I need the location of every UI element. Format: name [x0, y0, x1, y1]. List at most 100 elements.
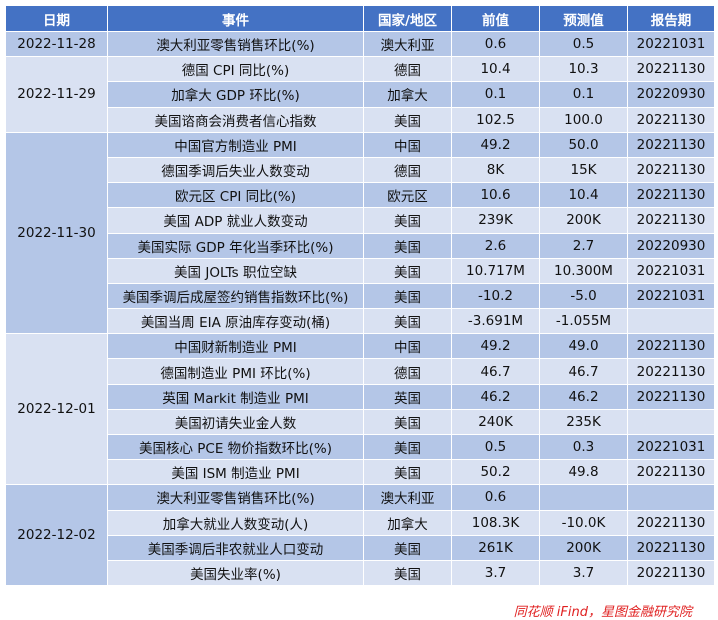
- event-cell: 德国 CPI 同比(%): [107, 56, 364, 83]
- table-row: 美国失业率(%) 美国 3.7 3.7 20221130: [6, 559, 715, 587]
- country-cell: 美国: [363, 257, 452, 284]
- header-period: 报告期: [627, 5, 715, 32]
- date-cell: 2022-12-02: [5, 484, 108, 587]
- country-cell: 中国: [363, 333, 452, 360]
- country-cell: 加拿大: [363, 509, 452, 536]
- country-cell: 加拿大: [363, 81, 452, 108]
- previous-cell: 10.717M: [451, 257, 540, 284]
- event-cell: 美国 JOLTs 职位空缺: [107, 257, 364, 284]
- period-cell: 20221130: [627, 106, 715, 133]
- table-row: 美国 JOLTs 职位空缺 美国 10.717M 10.300M 20221031: [6, 257, 715, 284]
- previous-cell: 50.2: [451, 459, 540, 486]
- previous-cell: 2.6: [451, 232, 540, 259]
- date-cell: 2022-11-28: [5, 30, 108, 58]
- period-cell: [627, 308, 715, 335]
- period-cell: [627, 408, 715, 436]
- forecast-cell: 15K: [539, 156, 628, 184]
- period-cell: 20221130: [627, 509, 715, 536]
- forecast-cell: 49.0: [539, 333, 628, 360]
- event-cell: 中国官方制造业 PMI: [107, 131, 364, 158]
- event-cell: 美国失业率(%): [107, 559, 364, 587]
- table-row: 2022-12-02 澳大利亚零售销售环比(%) 澳大利亚 0.6: [5, 484, 715, 587]
- country-cell: 澳大利亚: [363, 484, 452, 511]
- table-row: 德国制造业 PMI 环比(%) 德国 46.7 46.7 20221130: [6, 358, 715, 385]
- event-cell: 美国核心 PCE 物价指数环比(%): [107, 433, 364, 461]
- date-cell: 2022-12-01: [5, 333, 108, 486]
- previous-cell: 10.4: [451, 56, 540, 83]
- forecast-cell: 10.4: [539, 182, 628, 209]
- period-cell: 20220930: [627, 232, 715, 259]
- country-cell: 美国: [363, 207, 452, 234]
- period-cell: [627, 484, 715, 511]
- previous-cell: 0.6: [451, 484, 540, 511]
- event-cell: 美国初请失业金人数: [107, 408, 364, 436]
- country-cell: 德国: [363, 156, 452, 184]
- period-cell: 20221130: [627, 333, 715, 360]
- table-row: 美国实际 GDP 年化当季环比(%) 美国 2.6 2.7 20220930: [6, 232, 715, 259]
- table-row: 美国当周 EIA 原油库存变动(桶) 美国 -3.691M -1.055M: [6, 308, 715, 335]
- table-row: 美国谘商会消费者信心指数 美国 102.5 100.0 20221130: [6, 106, 715, 133]
- previous-cell: -3.691M: [451, 308, 540, 335]
- table-row: 2022-11-28 澳大利亚零售销售环比(%) 澳大利亚 0.6 0.5 2022103…: [5, 30, 715, 58]
- forecast-cell: 0.5: [539, 30, 628, 58]
- table-row: 美国季调后成屋签约销售指数环比(%) 美国 -10.2 -5.0 20221031: [6, 282, 715, 310]
- event-cell: 加拿大就业人数变动(人): [107, 509, 364, 536]
- period-cell: 20220930: [627, 81, 715, 108]
- forecast-cell: 0.3: [539, 433, 628, 461]
- previous-cell: 10.6: [451, 182, 540, 209]
- event-cell: 澳大利亚零售销售环比(%): [107, 484, 364, 511]
- period-cell: 20221130: [627, 358, 715, 385]
- country-cell: 英国: [363, 383, 452, 410]
- table-row: 美国初请失业金人数 美国 240K 235K: [6, 408, 715, 436]
- event-cell: 中国财新制造业 PMI: [107, 333, 364, 360]
- header-forecast: 预测值: [539, 5, 628, 32]
- period-cell: 20221031: [627, 30, 715, 58]
- country-cell: 美国: [363, 559, 452, 587]
- period-cell: 20221130: [627, 534, 715, 561]
- previous-cell: 239K: [451, 207, 540, 234]
- source-note: 同花顺 iFind，星图金融研究院: [513, 605, 692, 620]
- previous-cell: 8K: [451, 156, 540, 184]
- period-cell: 20221031: [627, 282, 715, 310]
- forecast-cell: 49.8: [539, 459, 628, 486]
- header-row: 日期 事件 国家/地区 前值 预测值 报告期: [5, 5, 715, 32]
- period-cell: 20221130: [627, 156, 715, 184]
- country-cell: 美国: [363, 232, 452, 259]
- forecast-cell: -5.0: [539, 282, 628, 310]
- country-cell: 美国: [363, 534, 452, 561]
- event-cell: 澳大利亚零售销售环比(%): [107, 30, 364, 58]
- previous-cell: 261K: [451, 534, 540, 561]
- country-cell: 澳大利亚: [363, 30, 452, 58]
- event-cell: 美国 ADP 就业人数变动: [107, 207, 364, 234]
- previous-cell: 0.6: [451, 30, 540, 58]
- forecast-cell: 3.7: [539, 559, 628, 587]
- country-cell: 美国: [363, 408, 452, 436]
- table-row: 加拿大就业人数变动(人) 加拿大 108.3K -10.0K 20221130: [6, 509, 715, 536]
- date-cell: 2022-11-29: [5, 56, 108, 133]
- previous-cell: 49.2: [451, 131, 540, 158]
- event-cell: 德国季调后失业人数变动: [107, 156, 364, 184]
- forecast-cell: [539, 484, 628, 511]
- event-cell: 美国季调后非农就业人口变动: [107, 534, 364, 561]
- table-row: 德国季调后失业人数变动 德国 8K 15K 20221130: [6, 156, 715, 184]
- period-cell: 20221130: [627, 131, 715, 158]
- forecast-cell: 50.0: [539, 131, 628, 158]
- event-cell: 美国谘商会消费者信心指数: [107, 106, 364, 133]
- period-cell: 20221130: [627, 56, 715, 83]
- previous-cell: 3.7: [451, 559, 540, 587]
- country-cell: 美国: [363, 433, 452, 461]
- previous-cell: 46.2: [451, 383, 540, 410]
- forecast-cell: 10.3: [539, 56, 628, 83]
- header-country: 国家/地区: [363, 5, 452, 32]
- previous-cell: -10.2: [451, 282, 540, 310]
- country-cell: 中国: [363, 131, 452, 158]
- event-cell: 美国当周 EIA 原油库存变动(桶): [107, 308, 364, 335]
- forecast-cell: 10.300M: [539, 257, 628, 284]
- forecast-cell: 200K: [539, 207, 628, 234]
- period-cell: 20221031: [627, 433, 715, 461]
- country-cell: 欧元区: [363, 182, 452, 209]
- forecast-cell: 46.2: [539, 383, 628, 410]
- period-cell: 20221130: [627, 383, 715, 410]
- header-previous: 前值: [451, 5, 540, 32]
- table-row: 美国核心 PCE 物价指数环比(%) 美国 0.5 0.3 20221031: [6, 433, 715, 461]
